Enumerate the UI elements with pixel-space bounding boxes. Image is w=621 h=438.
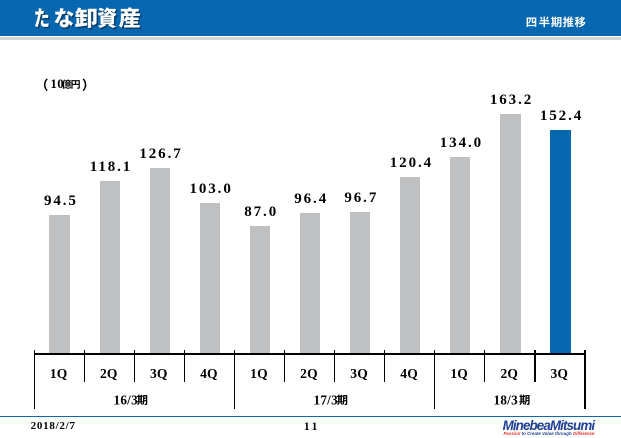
svg-text:17/3: 17/3 [314, 393, 339, 408]
svg-text:16/3: 16/3 [114, 393, 139, 408]
svg-text:10: 10 [50, 76, 64, 91]
svg-text:18/3: 18/3 [494, 393, 519, 408]
